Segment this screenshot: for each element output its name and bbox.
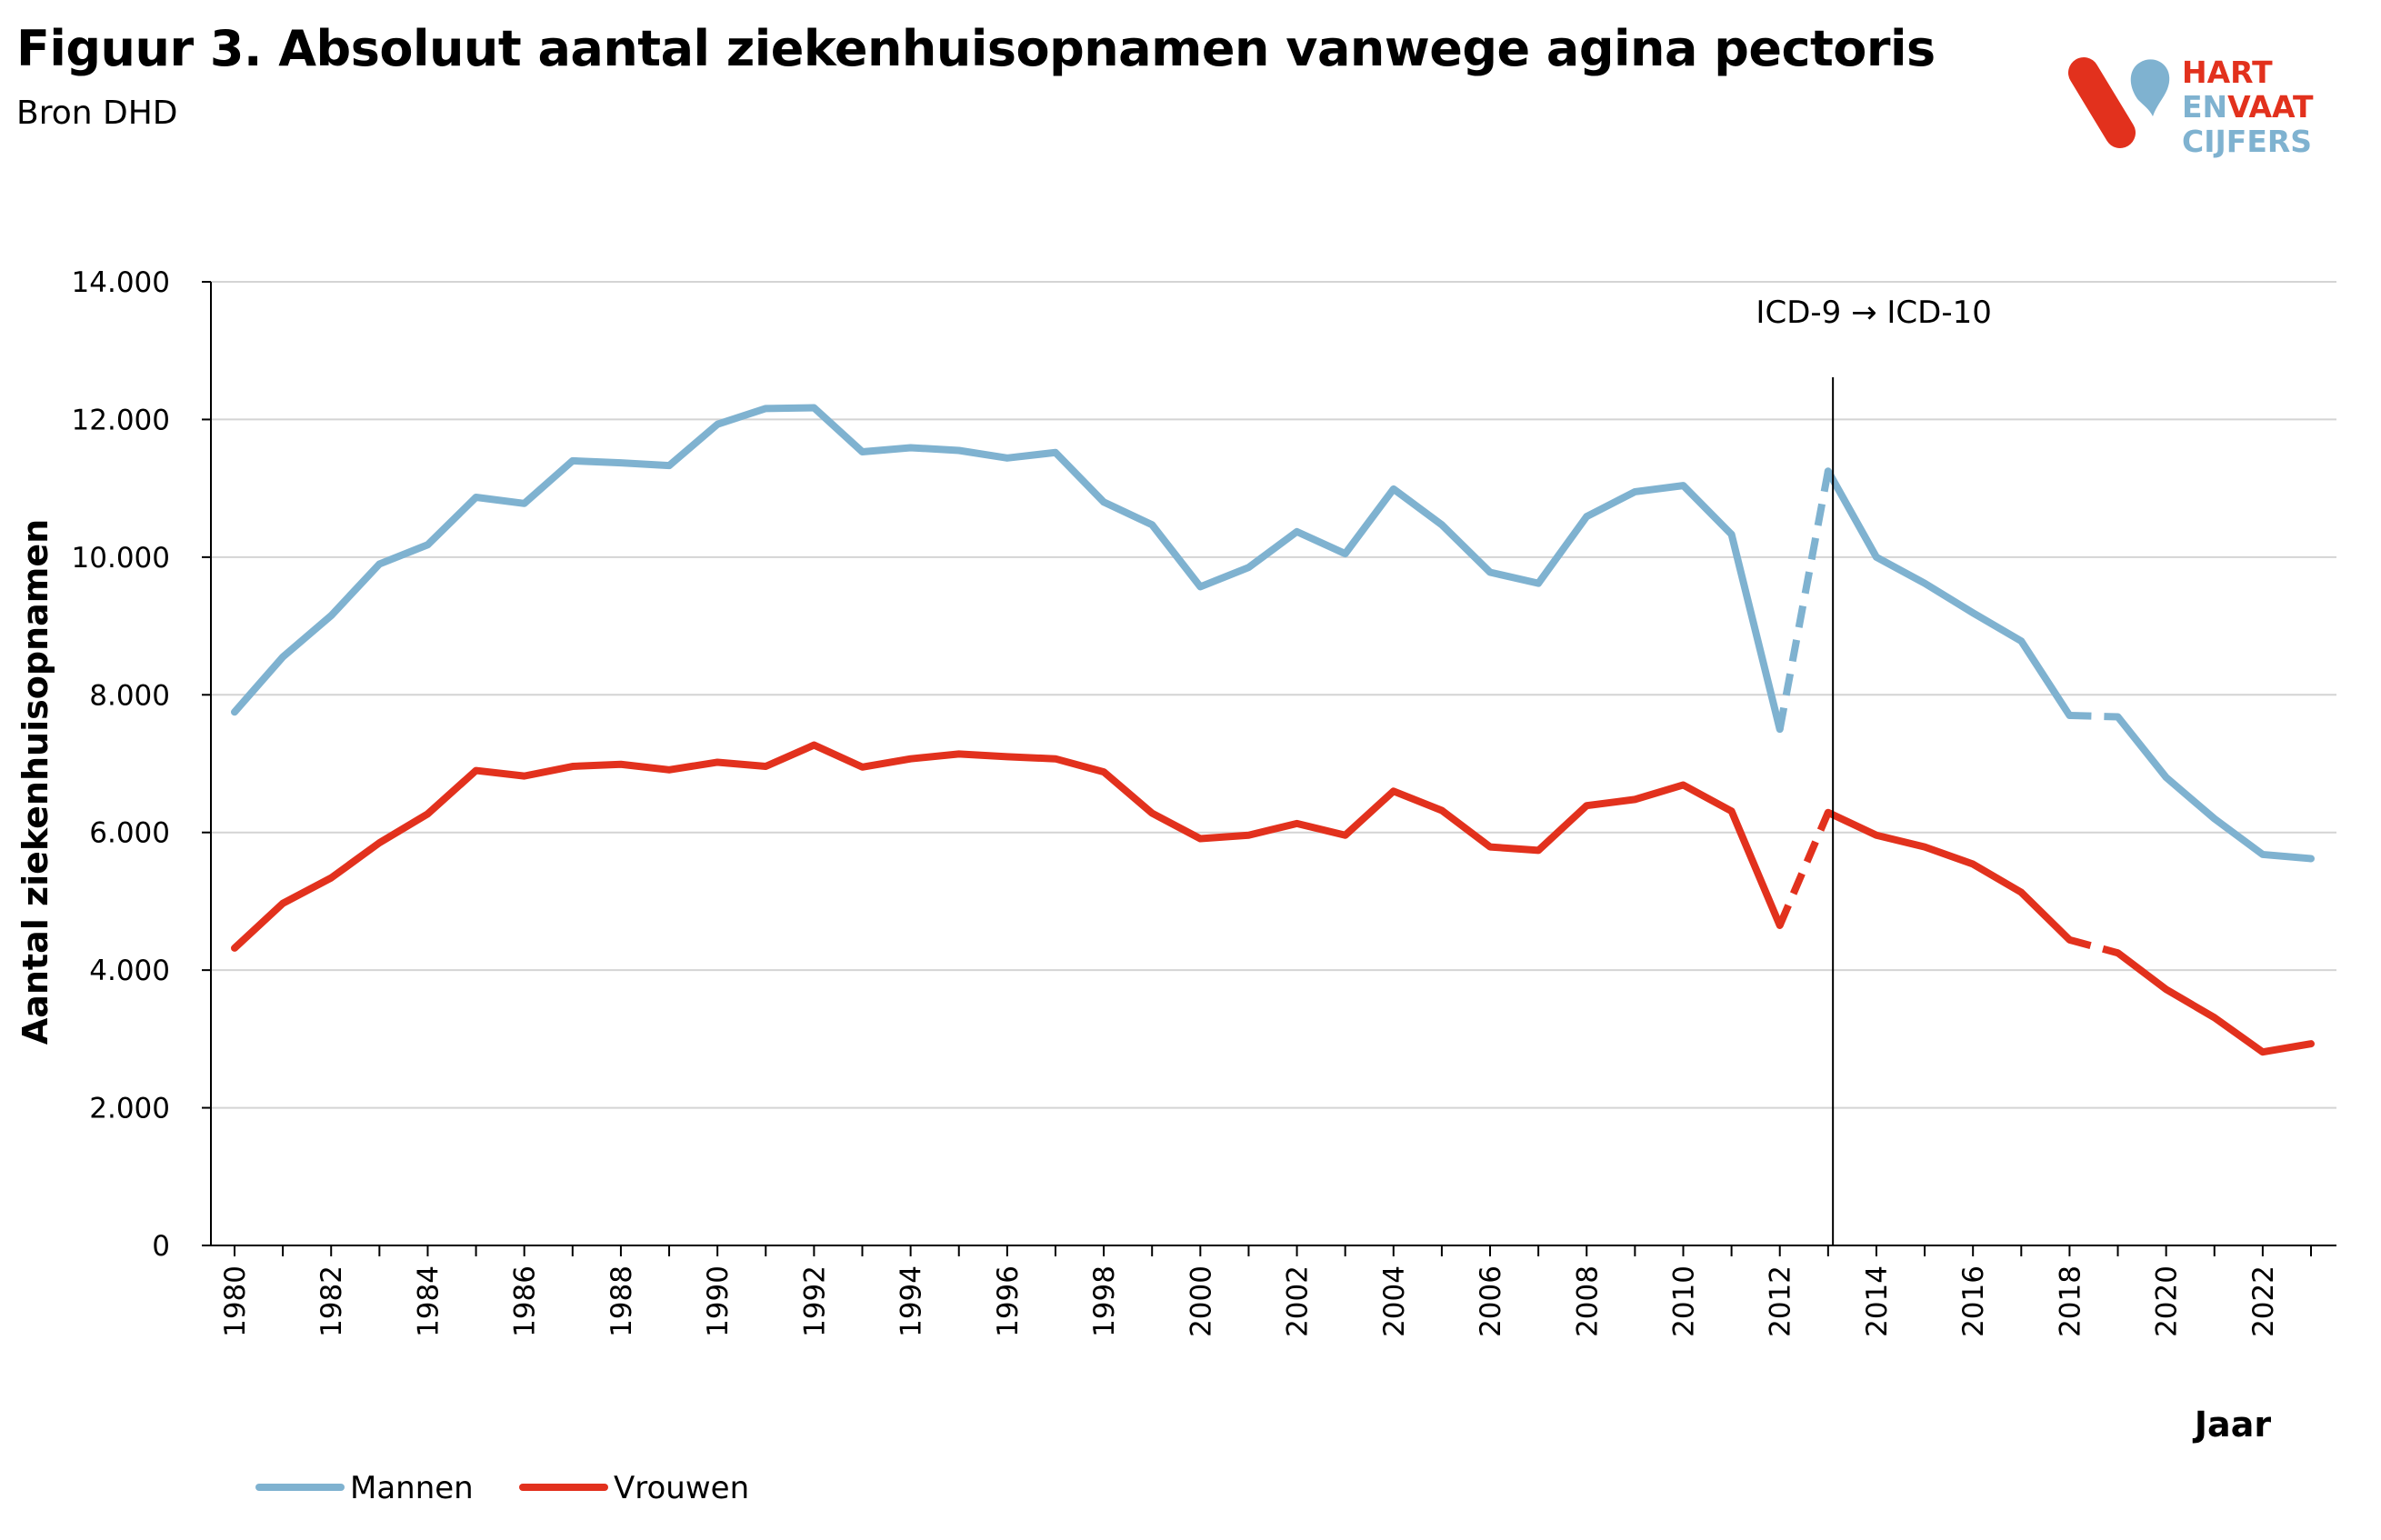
x-tick-label: 2018 xyxy=(2054,1265,2086,1337)
series-line-vrouwen xyxy=(231,741,2315,1056)
y-tick-label: 0 xyxy=(152,1230,170,1263)
x-tick-label: 2014 xyxy=(1861,1265,1894,1337)
y-axis-ticks: 0 2.000 4.000 6.000 8.000 10.000 12.000 14.000 xyxy=(72,266,211,1263)
x-tick-label: 2016 xyxy=(1957,1265,1990,1337)
x-tick-label: 1996 xyxy=(992,1265,1025,1337)
y-tick-label: 2.000 xyxy=(89,1093,170,1125)
x-tick-label: 2006 xyxy=(1475,1265,1507,1337)
x-tick-label: 2008 xyxy=(1571,1265,1604,1337)
y-axis-label: Aantal ziekenhuisopnamen xyxy=(15,519,55,1045)
logo-line2b: VAAT xyxy=(2227,89,2314,125)
x-tick-label: 2012 xyxy=(1765,1265,1797,1337)
logo-blue-drop xyxy=(2130,59,2170,116)
logo-line3: CIJFERS xyxy=(2182,124,2312,159)
y-tick-label: 10.000 xyxy=(72,542,170,575)
y-tick-label: 12.000 xyxy=(72,404,170,436)
x-tick-label: 2000 xyxy=(1185,1265,1217,1337)
x-tick-label: 1988 xyxy=(605,1265,638,1337)
x-tick-label: 1984 xyxy=(412,1265,445,1337)
logo-line2a: EN xyxy=(2182,89,2227,125)
x-tick-label: 1980 xyxy=(219,1265,252,1337)
series-line-mannen xyxy=(231,404,2315,863)
x-tick-label: 2020 xyxy=(2151,1265,2184,1337)
series-dashed-segment-vrouwen xyxy=(1776,811,1832,927)
x-axis-label: Jaar xyxy=(2192,1405,2271,1445)
x-tick-label: 2004 xyxy=(1378,1265,1411,1337)
icd-change-label: ICD-9 → ICD-10 xyxy=(1756,295,1991,331)
x-tick-label: 2022 xyxy=(2247,1265,2280,1337)
x-tick-label: 1992 xyxy=(798,1265,831,1337)
x-tick-label: 1994 xyxy=(895,1265,928,1337)
chart-subtitle: Bron DHD xyxy=(16,95,178,132)
y-tick-label: 8.000 xyxy=(89,679,170,712)
y-tick-label: 6.000 xyxy=(89,817,170,850)
logo-red-bar xyxy=(2068,57,2136,148)
logo-line1: HART xyxy=(2182,55,2273,90)
legend: Mannen Vrouwen xyxy=(255,1470,749,1506)
hart-en-vaat-cijfers-logo: HART ENVAAT CIJFERS xyxy=(2068,55,2314,159)
chart-title: Figuur 3. Absoluut aantal ziekenhuisopna… xyxy=(16,20,1936,77)
series-lines xyxy=(231,404,2315,1056)
series-dashed-segment-mannen xyxy=(1776,470,1832,730)
series-dashed-segment-mannen xyxy=(2069,712,2118,721)
x-tick-label: 1986 xyxy=(509,1265,542,1337)
gridlines xyxy=(211,281,2336,1109)
x-tick-label: 1982 xyxy=(315,1265,348,1337)
y-tick-label: 14.000 xyxy=(72,266,170,299)
x-tick-label: 1998 xyxy=(1088,1265,1121,1337)
legend-label-mannen: Mannen xyxy=(350,1470,474,1506)
legend-label-vrouwen: Vrouwen xyxy=(614,1470,749,1506)
y-tick-label: 4.000 xyxy=(89,955,170,987)
x-tick-label: 2010 xyxy=(1667,1265,1700,1337)
logo-line2: ENVAAT xyxy=(2182,89,2314,125)
x-tick-label: 2002 xyxy=(1282,1265,1315,1337)
x-tick-label: 1990 xyxy=(702,1265,735,1337)
x-axis-ticks: 1980 1982 1984 1986 1988 1990 1992 1994 1996 1998… xyxy=(219,1245,2312,1337)
series-dashed-segment-vrouwen xyxy=(2068,935,2119,957)
